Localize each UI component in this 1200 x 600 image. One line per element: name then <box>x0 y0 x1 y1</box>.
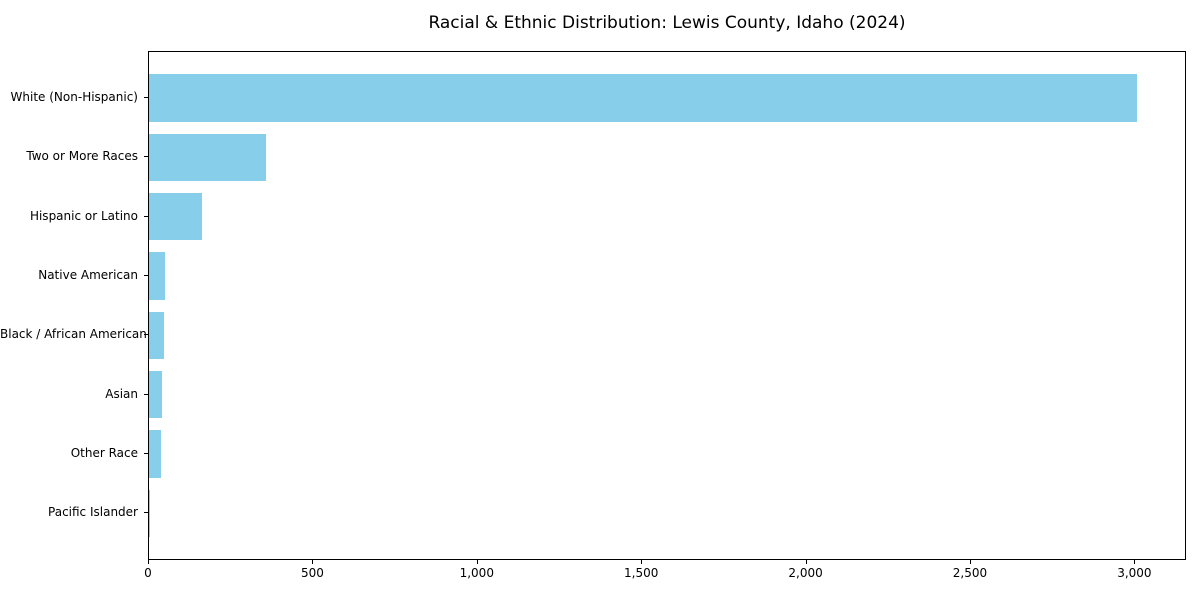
y-axis-label-two-or-more-races: Two or More Races <box>26 149 138 164</box>
y-axis-tick-mark <box>144 452 148 454</box>
bar-native-american <box>149 252 166 300</box>
y-axis-label-pacific-islander: Pacific Islander <box>48 505 138 520</box>
y-axis-tick-mark <box>144 156 148 158</box>
y-axis-label-hispanic-or-latino: Hispanic or Latino <box>29 208 138 223</box>
x-axis-tick-label-500: 500 <box>300 566 324 580</box>
y-axis-tick-mark <box>144 97 148 98</box>
y-axis-tick-mark <box>144 512 148 514</box>
x-axis-tick-label-3-000: 3,000 <box>1117 566 1152 580</box>
x-axis-tick-label-2-500: 2,500 <box>952 566 988 580</box>
bar-asian <box>149 370 163 419</box>
x-axis-tick-mark <box>805 560 807 564</box>
x-axis-tick-label-0: 0 <box>144 566 152 580</box>
bar-other-race <box>149 430 161 478</box>
bar-pacific-islander <box>149 489 150 538</box>
bar-black-african-american <box>149 311 164 360</box>
plot-area <box>148 51 1186 560</box>
x-axis-tick-label-2-000: 2,000 <box>788 566 823 580</box>
y-axis-tick-mark <box>144 334 148 336</box>
y-axis-tick-mark <box>144 274 148 276</box>
y-axis-label-black-african-american: Black / African American <box>0 327 147 342</box>
x-axis-tick-mark <box>312 560 314 564</box>
x-axis-tick-label-1-000: 1,000 <box>459 566 494 580</box>
bar-two-or-more-races <box>149 133 266 182</box>
y-axis-label-other-race: Other Race <box>70 445 138 460</box>
y-axis-label-white-non-hispanic: White (Non-Hispanic) <box>10 90 138 104</box>
y-axis-tick-mark <box>144 215 148 217</box>
y-axis-tick-mark <box>144 393 148 395</box>
x-axis-tick-mark <box>969 560 971 564</box>
x-axis-tick-label-1-500: 1,500 <box>624 566 659 580</box>
chart-title: Racial & Ethnic Distribution: Lewis Coun… <box>428 13 906 33</box>
x-axis-tick-mark <box>641 560 643 564</box>
x-axis-tick-mark <box>476 560 478 564</box>
y-axis-label-asian: Asian <box>105 386 138 401</box>
y-axis-label-native-american: Native American <box>38 267 138 282</box>
x-axis-tick-mark <box>148 560 149 564</box>
bar-white-non-hispanic <box>149 74 1138 122</box>
bar-hispanic-or-latino <box>149 192 202 241</box>
x-axis-tick-mark <box>1134 560 1136 564</box>
